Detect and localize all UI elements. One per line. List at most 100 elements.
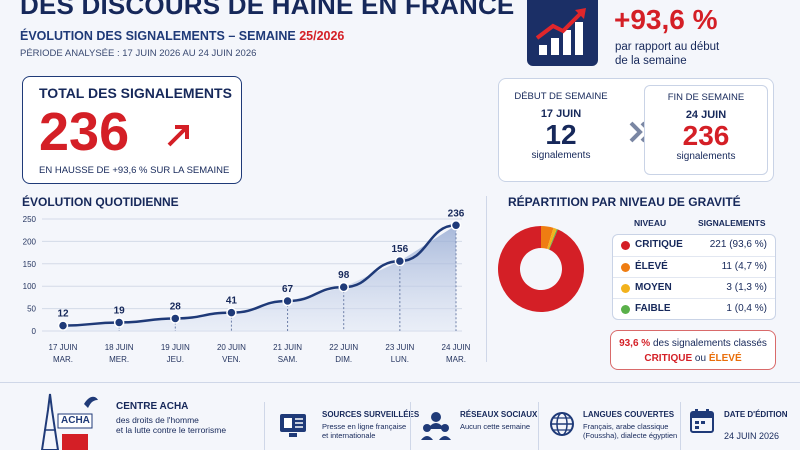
daily-title: ÉVOLUTION QUOTIDIENNE	[22, 195, 179, 209]
growth-value: +93,6 %	[614, 4, 718, 35]
x-tick-weekday: SAM.	[278, 355, 298, 364]
data-label: 98	[338, 270, 350, 281]
donut-slice-élevé	[541, 226, 554, 249]
severity-row: MOYEN 3 (1,3 %)	[613, 277, 775, 298]
footer-sep4	[680, 402, 681, 450]
data-point	[226, 307, 237, 318]
total-label: TOTAL DES SIGNALEMENTS	[39, 85, 232, 101]
footer-divider	[0, 382, 800, 383]
org-desc1: des droits de l'homme	[116, 415, 199, 425]
severity-label: FAIBLE	[635, 303, 671, 314]
week-start-value: 12	[545, 119, 577, 150]
severity-row: CRITIQUE 221 (93,6 %)	[613, 235, 775, 256]
week-start: DÉBUT DE SEMAINE 17 JUIN 12 signalements	[511, 79, 611, 161]
daily-chart-svg: 0 50 100 150 200 250 12 17 JUIN MAR. 19 18 JUIN MER…	[23, 208, 471, 364]
footer-sep1	[264, 402, 265, 450]
page-title: DES DISCOURS DE HAINE EN FRANCE	[20, 0, 515, 20]
donut-slice-critique	[498, 226, 584, 312]
x-tick-weekday: MER.	[109, 355, 129, 364]
data-point	[57, 320, 69, 331]
x-tick-weekday: JEU.	[167, 355, 184, 364]
org-desc2: et la lutte contre le terrorisme	[116, 425, 227, 435]
severity-title: RÉPARTITION PAR NIVEAU DE GRAVITÉ	[508, 195, 741, 209]
monitor-icon	[278, 412, 308, 445]
x-tick-label: 22 JUIN	[329, 343, 358, 352]
severity-label: ÉLEVÉ	[635, 261, 668, 272]
severity-table: CRITIQUE 221 (93,6 %) ÉLEVÉ 11 (4,7 %) MOYEN…	[612, 234, 776, 320]
sources-line2: et internationale	[322, 431, 376, 440]
area-fill	[63, 225, 456, 331]
footer-sep3	[538, 402, 539, 450]
date-block: DATE D'ÉDITION 24 JUIN 2026	[724, 410, 788, 441]
total-note: EN HAUSSE DE +93,6 % SUR LA SEMAINE	[39, 165, 230, 176]
severity-value: 221 (93,6 %)	[709, 239, 767, 250]
x-tick-label: 18 JUIN	[105, 343, 134, 352]
severity-row: ÉLEVÉ 11 (4,7 %)	[613, 256, 775, 277]
subtitle-week: 25/2026	[299, 29, 345, 43]
y-tick-label: 0	[32, 327, 37, 336]
growth-caption-line2: de la semaine	[615, 55, 687, 67]
severity-donut	[496, 224, 586, 319]
org-name: CENTRE ACHA	[116, 401, 189, 412]
note-critique: CRITIQUE	[644, 353, 693, 364]
col-reports-header: SIGNALEMENTS	[698, 218, 766, 228]
trend-up-arrow-icon	[163, 121, 193, 156]
sources-line1: Presse en ligne française	[322, 422, 407, 431]
week-start-unit: signalements	[531, 150, 591, 161]
calendar-icon	[690, 408, 714, 439]
languages-line1: Français, arabe classique	[583, 422, 669, 431]
severity-dot-icon	[621, 284, 630, 293]
data-label: 67	[282, 284, 294, 295]
x-tick-label: 24 JUIN	[442, 343, 471, 352]
y-tick-label: 200	[23, 237, 37, 246]
severity-donut-svg	[498, 226, 584, 312]
users-icon	[420, 410, 452, 445]
x-tick-label: 20 JUIN	[217, 343, 246, 352]
acha-logo: ACHA	[28, 390, 100, 450]
severity-note-card: 93,6 % des signalements classés CRITIQUE…	[610, 330, 776, 370]
severity-value: 1 (0,4 %)	[726, 303, 767, 314]
note-text: des signalements classés	[650, 338, 767, 349]
x-tick-label: 23 JUIN	[385, 343, 414, 352]
social-line1: Aucun cette semaine	[460, 422, 531, 431]
note-eleve: ÉLEVÉ	[708, 353, 742, 364]
y-tick-label: 150	[23, 260, 37, 269]
data-label: 19	[114, 305, 126, 316]
week-end-box: FIN DE SEMAINE 24 JUIN 236 signalements	[644, 85, 768, 175]
x-tick-weekday: LUN.	[391, 355, 409, 364]
x-tick-weekday: MAR.	[446, 355, 466, 364]
x-tick-label: 17 JUIN	[49, 343, 78, 352]
data-point	[450, 220, 462, 231]
total-card: TOTAL DES SIGNALEMENTS 236 EN HAUSSE DE …	[22, 76, 242, 184]
note-or: ou	[692, 353, 709, 364]
x-tick-label: 21 JUIN	[273, 343, 302, 352]
section-divider	[486, 196, 487, 362]
note-value: 93,6 %	[619, 338, 651, 349]
data-point	[394, 255, 406, 267]
week-start-date: 17 JUIN	[540, 108, 582, 120]
languages-line2: (Foussha), dialecte égyptien	[583, 431, 678, 440]
y-tick-label: 250	[23, 215, 37, 224]
donut-slice-moyen	[547, 227, 557, 250]
severity-dot-icon	[621, 305, 630, 314]
total-value: 236	[39, 102, 130, 162]
date-title: DATE D'ÉDITION	[724, 410, 788, 419]
severity-label: MOYEN	[635, 282, 672, 293]
analysis-period: PÉRIODE ANALYSÉE : 17 JUIN 2026 AU 24 JU…	[20, 48, 257, 59]
severity-value: 3 (1,3 %)	[726, 282, 767, 293]
y-tick-label: 100	[23, 282, 37, 291]
daily-chart: 0 50 100 150 200 250 12 17 JUIN MAR. 19 18 JUIN MER…	[0, 205, 480, 380]
social-title: RÉSEAUX SOCIAUX	[460, 410, 538, 419]
page-subtitle: ÉVOLUTION DES SIGNALEMENTS – SEMAINE 25/…	[20, 29, 344, 43]
x-tick-weekday: DIM.	[335, 355, 352, 364]
data-label: 41	[226, 296, 238, 307]
data-point	[282, 295, 293, 307]
data-label: 12	[57, 309, 69, 320]
data-label: 28	[170, 301, 182, 312]
severity-row: FAIBLE 1 (0,4 %)	[613, 298, 775, 319]
severity-dot-icon	[621, 241, 630, 250]
x-tick-weekday: MAR.	[53, 355, 73, 364]
data-point	[113, 317, 125, 328]
week-end-date: 24 JUIN	[685, 109, 727, 121]
growth-caption-line1: par rapport au début	[615, 41, 720, 53]
